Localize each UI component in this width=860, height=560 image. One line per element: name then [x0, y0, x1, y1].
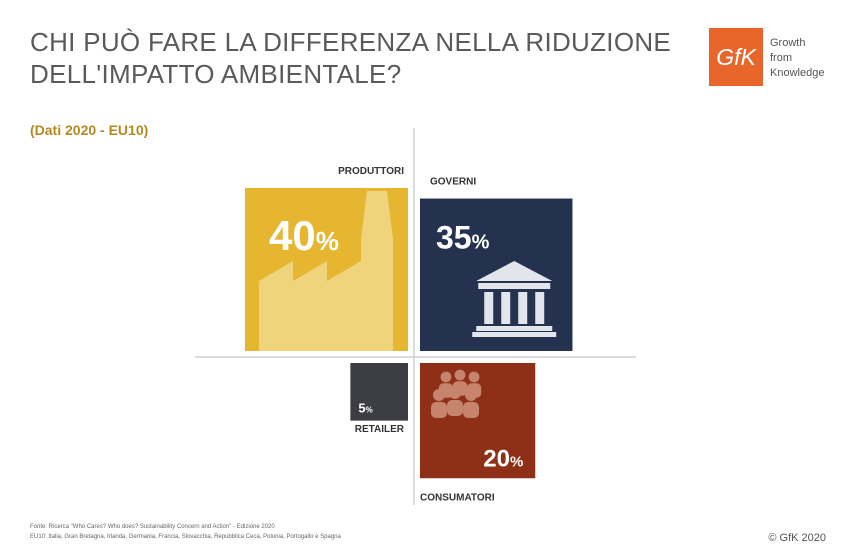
logo-tagline-line: Knowledge — [770, 67, 825, 79]
bar-retailer — [350, 363, 408, 421]
value-label-retailer: 5% — [358, 401, 372, 416]
category-label-produttori: PRODUTTORI — [338, 166, 404, 177]
gfk-logo: GfK Growth from Knowledge — [709, 28, 839, 90]
copyright: © GfK 2020 — [768, 532, 826, 544]
logo-tagline-line: Growth — [770, 37, 806, 49]
footnote-source: Fonte: Ricerca "Who Cares? Who does? Sus… — [30, 524, 275, 530]
category-label-retailer: RETAILER — [355, 424, 405, 435]
category-label-governi: GOVERNI — [430, 177, 476, 188]
chart-subtitle: (Dati 2020 - EU10) — [30, 122, 149, 138]
value-label-governi: 35% — [436, 220, 490, 256]
government-building-icon — [472, 261, 557, 337]
logo-tagline-line: from — [770, 52, 792, 64]
factory-icon — [259, 191, 393, 351]
logo-tagline: Growth from Knowledge — [770, 36, 850, 81]
value-label-consumatori: 20% — [483, 445, 523, 472]
footnote-countries: EU10: Italia, Gran Bretagna, Irlanda, Ge… — [30, 534, 341, 540]
quadrant-chart: 40% 35% 5% 20% PRODUTTORI GOVERNI RETAILER CONS… — [195, 128, 636, 505]
value-label-produttori: 40% — [269, 212, 339, 259]
logo-mark: GfK — [709, 28, 763, 86]
chart-title: CHI PUÒ FARE LA DIFFERENZA NELLA RIDUZIO… — [30, 27, 672, 89]
footnote: Fonte: Ricerca "Who Cares? Who does? Sus… — [30, 522, 630, 542]
category-label-consumatori: CONSUMATORI — [420, 492, 495, 503]
bar-consumatori — [420, 363, 536, 479]
people-group-icon — [431, 369, 482, 418]
